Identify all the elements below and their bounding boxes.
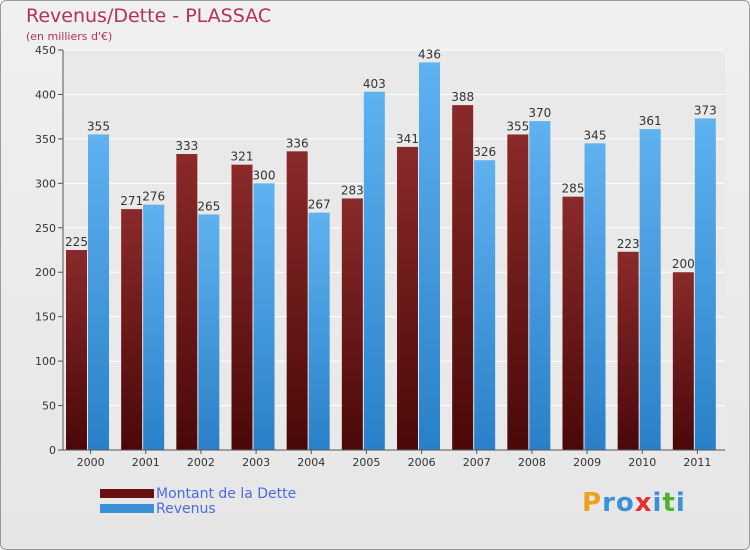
logo-letter: r <box>602 488 616 518</box>
bar-revenus <box>639 129 661 450</box>
bar-revenus <box>253 183 275 451</box>
y-tick-label: 100 <box>35 355 56 368</box>
data-label-revenus: 361 <box>639 114 662 128</box>
bars-layer: 225 355 271 276 333 265 321 300 336 267 283 403 341 4… <box>65 47 717 451</box>
logo-letter: i <box>652 488 663 518</box>
x-tick-label: 2003 <box>242 456 270 469</box>
data-label-dette: 336 <box>286 136 309 150</box>
data-label-revenus: 326 <box>473 145 496 159</box>
x-tick-label: 2007 <box>463 456 491 469</box>
chart-title: Revenus/Dette - PLASSAC <box>26 5 272 27</box>
y-tick-label: 350 <box>35 133 56 146</box>
x-tick-label: 2004 <box>297 456 325 469</box>
bar-dette <box>341 198 363 450</box>
legend-label-dette: Montant de la Dette <box>156 486 297 502</box>
bar-revenus <box>143 204 165 450</box>
logo-letter: t <box>662 488 676 518</box>
logo-letter: o <box>615 488 635 518</box>
data-label-revenus: 265 <box>197 199 220 213</box>
bar-revenus <box>584 143 606 451</box>
y-tick-label: 150 <box>35 311 56 324</box>
data-label-dette: 341 <box>396 132 419 146</box>
x-tick-label: 2006 <box>408 456 436 469</box>
legend-swatch-revenus <box>100 504 154 513</box>
bar-revenus <box>198 214 220 450</box>
data-label-dette: 223 <box>617 237 640 251</box>
bar-dette <box>176 154 198 450</box>
x-tick-label: 2001 <box>132 456 160 469</box>
bar-dette <box>231 164 253 450</box>
data-label-revenus: 436 <box>418 47 441 61</box>
bar-revenus <box>694 118 716 450</box>
bar-revenus <box>419 62 440 450</box>
bar-revenus <box>88 134 109 450</box>
data-label-revenus: 345 <box>584 128 607 142</box>
legend-swatch-dette <box>100 489 154 498</box>
y-tick-label: 450 <box>35 44 56 57</box>
logo-letter: i <box>675 488 686 518</box>
bar-revenus <box>363 91 385 451</box>
chart-subtitle: (en milliers d'€) <box>26 30 113 43</box>
bar-dette <box>397 146 418 450</box>
data-label-dette: 271 <box>120 194 143 208</box>
x-tick-label: 2010 <box>628 456 656 469</box>
bar-revenus <box>474 160 496 450</box>
data-label-dette: 355 <box>506 119 529 133</box>
bar-dette <box>562 196 584 450</box>
bar-dette <box>66 250 87 450</box>
y-tick-label: 250 <box>35 222 56 235</box>
bar-dette <box>286 151 308 451</box>
data-label-revenus: 373 <box>694 103 717 117</box>
x-tick-label: 2005 <box>352 456 380 469</box>
data-label-dette: 388 <box>451 90 474 104</box>
data-label-revenus: 276 <box>142 190 165 204</box>
data-label-revenus: 300 <box>253 168 276 182</box>
y-tick-label: 400 <box>35 88 56 101</box>
y-tick-label: 300 <box>35 177 56 190</box>
x-tick-label: 2009 <box>573 456 601 469</box>
bar-dette <box>672 272 694 450</box>
x-tick-label: 2002 <box>187 456 215 469</box>
data-label-revenus: 370 <box>528 106 551 120</box>
legend-label-revenus: Revenus <box>156 501 216 517</box>
grid-layer <box>63 49 725 451</box>
x-tick-label: 2011 <box>683 456 711 469</box>
bar-revenus <box>308 212 330 450</box>
bar-dette <box>452 105 474 450</box>
data-label-dette: 200 <box>672 257 695 271</box>
data-label-revenus: 355 <box>87 119 110 133</box>
plot-area <box>63 50 725 450</box>
bar-dette <box>121 209 143 450</box>
bar-revenus <box>529 121 551 450</box>
bar-dette <box>617 251 639 450</box>
x-tick-label: 2000 <box>77 456 105 469</box>
logo-letter: P <box>582 488 603 518</box>
bar-dette <box>507 134 529 450</box>
y-tick-label: 50 <box>42 400 56 413</box>
data-label-dette: 285 <box>562 182 585 196</box>
data-label-dette: 225 <box>65 235 88 249</box>
y-tick-label: 200 <box>35 266 56 279</box>
logo-letter: x <box>634 488 653 518</box>
y-tick-label: 0 <box>49 444 56 457</box>
data-label-dette: 333 <box>175 139 198 153</box>
data-label-revenus: 403 <box>363 77 386 91</box>
data-label-dette: 321 <box>231 150 254 164</box>
proxiti-logo: Proxiti <box>582 488 686 518</box>
x-tick-label: 2008 <box>518 456 546 469</box>
data-label-dette: 283 <box>341 183 364 197</box>
data-label-revenus: 267 <box>308 198 331 212</box>
